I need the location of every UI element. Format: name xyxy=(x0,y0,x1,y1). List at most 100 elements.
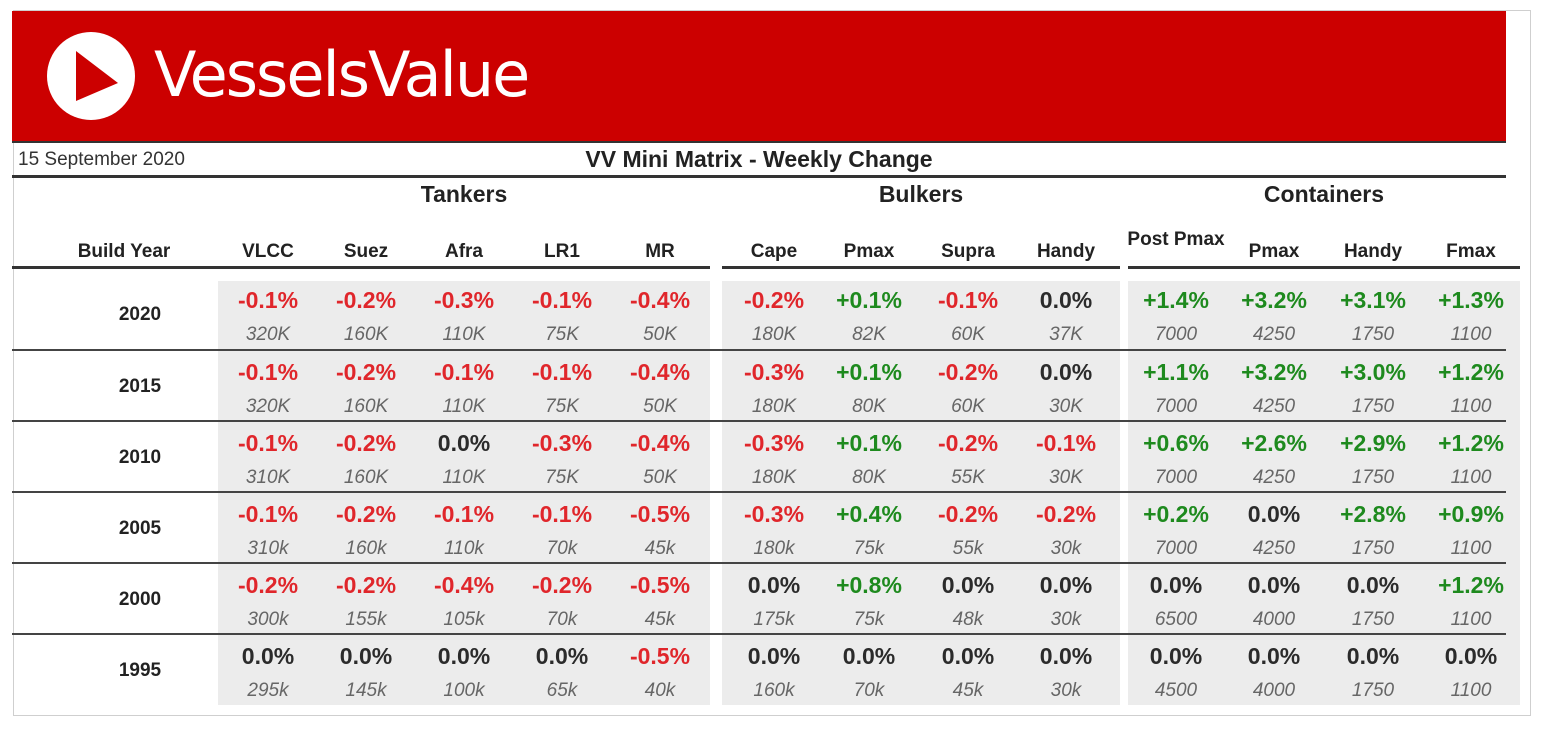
weekly-change-cell: -0.5% xyxy=(629,572,691,598)
vessel-size-cell: 1100 xyxy=(1450,396,1492,417)
vessel-size-cell: 75k xyxy=(853,538,885,559)
vessel-size-cell: 45k xyxy=(952,680,984,701)
weekly-change-cell: +1.1% xyxy=(1143,359,1209,385)
weekly-change-cell: 0.0% xyxy=(1247,572,1301,598)
row-divider xyxy=(12,349,1506,351)
vessel-size-cell: 48k xyxy=(952,609,984,630)
weekly-change-cell: 0.0% xyxy=(1346,643,1400,669)
column-header-2: Afra xyxy=(444,241,483,262)
vessel-size-cell: 160K xyxy=(343,467,389,488)
weekly-change-cell: -0.2% xyxy=(937,430,999,456)
weekly-change-cell: -0.4% xyxy=(433,572,495,598)
vessel-size-cell: 100k xyxy=(443,680,485,701)
vessel-size-cell: 30k xyxy=(1050,680,1082,701)
weekly-change-cell: +0.1% xyxy=(836,430,902,456)
vessel-size-cell: 1100 xyxy=(1450,680,1492,701)
weekly-change-cell: +3.2% xyxy=(1241,287,1307,313)
vessel-size-cell: 60K xyxy=(951,324,985,345)
vessel-size-cell: 1100 xyxy=(1450,467,1492,488)
weekly-change-cell: +3.2% xyxy=(1241,359,1307,385)
vessel-size-cell: 175k xyxy=(753,609,795,630)
weekly-change-cell: -0.3% xyxy=(743,430,805,456)
weekly-change-cell: 0.0% xyxy=(1149,643,1203,669)
vessel-size-cell: 75K xyxy=(545,396,579,417)
build-year-cell: 2000 xyxy=(118,589,162,610)
vessel-size-cell: 110K xyxy=(442,396,486,417)
vessel-size-cell: 50K xyxy=(643,324,677,345)
weekly-change-cell: 0.0% xyxy=(747,572,801,598)
vessel-size-cell: 105k xyxy=(443,609,485,630)
weekly-change-cell: -0.2% xyxy=(937,359,999,385)
weekly-change-cell: -0.1% xyxy=(531,501,593,527)
header-rule-1 xyxy=(722,266,1120,269)
weekly-change-cell: -0.3% xyxy=(743,501,805,527)
weekly-change-cell: 0.0% xyxy=(437,430,491,456)
weekly-change-cell: -0.2% xyxy=(743,287,805,313)
vessel-size-cell: 160K xyxy=(343,396,389,417)
column-header-4: MR xyxy=(645,241,675,262)
weekly-change-cell: 0.0% xyxy=(1346,572,1400,598)
vessel-size-cell: 30k xyxy=(1050,609,1082,630)
weekly-change-cell: -0.2% xyxy=(237,572,299,598)
vessel-size-cell: 7000 xyxy=(1154,324,1198,345)
header-rule-0 xyxy=(218,266,710,269)
weekly-change-cell: 0.0% xyxy=(941,643,995,669)
weekly-change-cell: +0.9% xyxy=(1438,501,1504,527)
row-divider xyxy=(12,562,1506,564)
vessel-size-cell: 4250 xyxy=(1252,396,1296,417)
row-divider xyxy=(12,633,1506,635)
weekly-change-cell: +1.2% xyxy=(1438,359,1504,385)
vessel-size-cell: 7000 xyxy=(1154,467,1198,488)
vessel-size-cell: 6500 xyxy=(1154,609,1198,630)
vessel-size-cell: 1100 xyxy=(1450,324,1492,345)
vessel-size-cell: 80K xyxy=(852,396,886,417)
vessel-size-cell: 70k xyxy=(546,538,578,559)
vessel-size-cell: 110K xyxy=(442,467,486,488)
row-divider xyxy=(12,420,1506,422)
weekly-change-cell: +1.2% xyxy=(1438,572,1504,598)
weekly-change-cell: 0.0% xyxy=(241,643,295,669)
vessel-size-cell: 300k xyxy=(247,609,289,630)
column-header-5: Cape xyxy=(750,241,798,262)
vessel-size-cell: 160K xyxy=(343,324,389,345)
report-title-bar: 15 September 2020 VV Mini Matrix - Weekl… xyxy=(12,143,1506,178)
column-header-9: Post Pmax xyxy=(1127,229,1225,250)
vessel-size-cell: 4000 xyxy=(1252,680,1296,701)
vessel-size-cell: 4250 xyxy=(1252,538,1296,559)
weekly-change-cell: +0.6% xyxy=(1143,430,1209,456)
group-header-tankers: Tankers xyxy=(420,181,508,207)
vessel-size-cell: 180K xyxy=(751,467,797,488)
vessel-size-cell: 30k xyxy=(1050,538,1082,559)
vessel-size-cell: 82K xyxy=(852,324,886,345)
vessel-size-cell: 30K xyxy=(1049,467,1083,488)
vessel-size-cell: 110K xyxy=(442,324,486,345)
vessel-size-cell: 65k xyxy=(546,680,578,701)
vessel-size-cell: 1750 xyxy=(1351,538,1395,559)
weekly-change-cell: 0.0% xyxy=(1039,287,1093,313)
weekly-change-cell: 0.0% xyxy=(1247,501,1301,527)
weekly-change-cell: +2.9% xyxy=(1340,430,1406,456)
group-header-bulkers: Bulkers xyxy=(878,181,964,207)
weekly-change-cell: +2.8% xyxy=(1340,501,1406,527)
vessel-size-cell: 180K xyxy=(751,324,797,345)
vessel-size-cell: 180k xyxy=(753,538,795,559)
weekly-change-cell: -0.3% xyxy=(433,287,495,313)
weekly-change-cell: -0.2% xyxy=(335,501,397,527)
weekly-change-cell: -0.2% xyxy=(335,359,397,385)
vessel-size-cell: 45k xyxy=(644,609,676,630)
column-header-3: LR1 xyxy=(544,241,580,262)
weekly-change-cell: -0.5% xyxy=(629,643,691,669)
weekly-change-cell: -0.4% xyxy=(629,359,691,385)
group-header-containers: Containers xyxy=(1263,181,1385,207)
vessel-size-cell: 4250 xyxy=(1252,324,1296,345)
weekly-change-cell: +0.1% xyxy=(836,287,902,313)
vessel-size-cell: 1750 xyxy=(1351,324,1395,345)
vessel-size-cell: 310K xyxy=(245,467,291,488)
weekly-change-cell: 0.0% xyxy=(535,643,589,669)
weekly-change-cell: -0.4% xyxy=(629,430,691,456)
weekly-change-cell: 0.0% xyxy=(842,643,896,669)
vessel-size-cell: 70k xyxy=(546,609,578,630)
weekly-change-cell: 0.0% xyxy=(941,572,995,598)
vessel-size-cell: 30K xyxy=(1049,396,1083,417)
vessel-size-cell: 160k xyxy=(753,680,795,701)
